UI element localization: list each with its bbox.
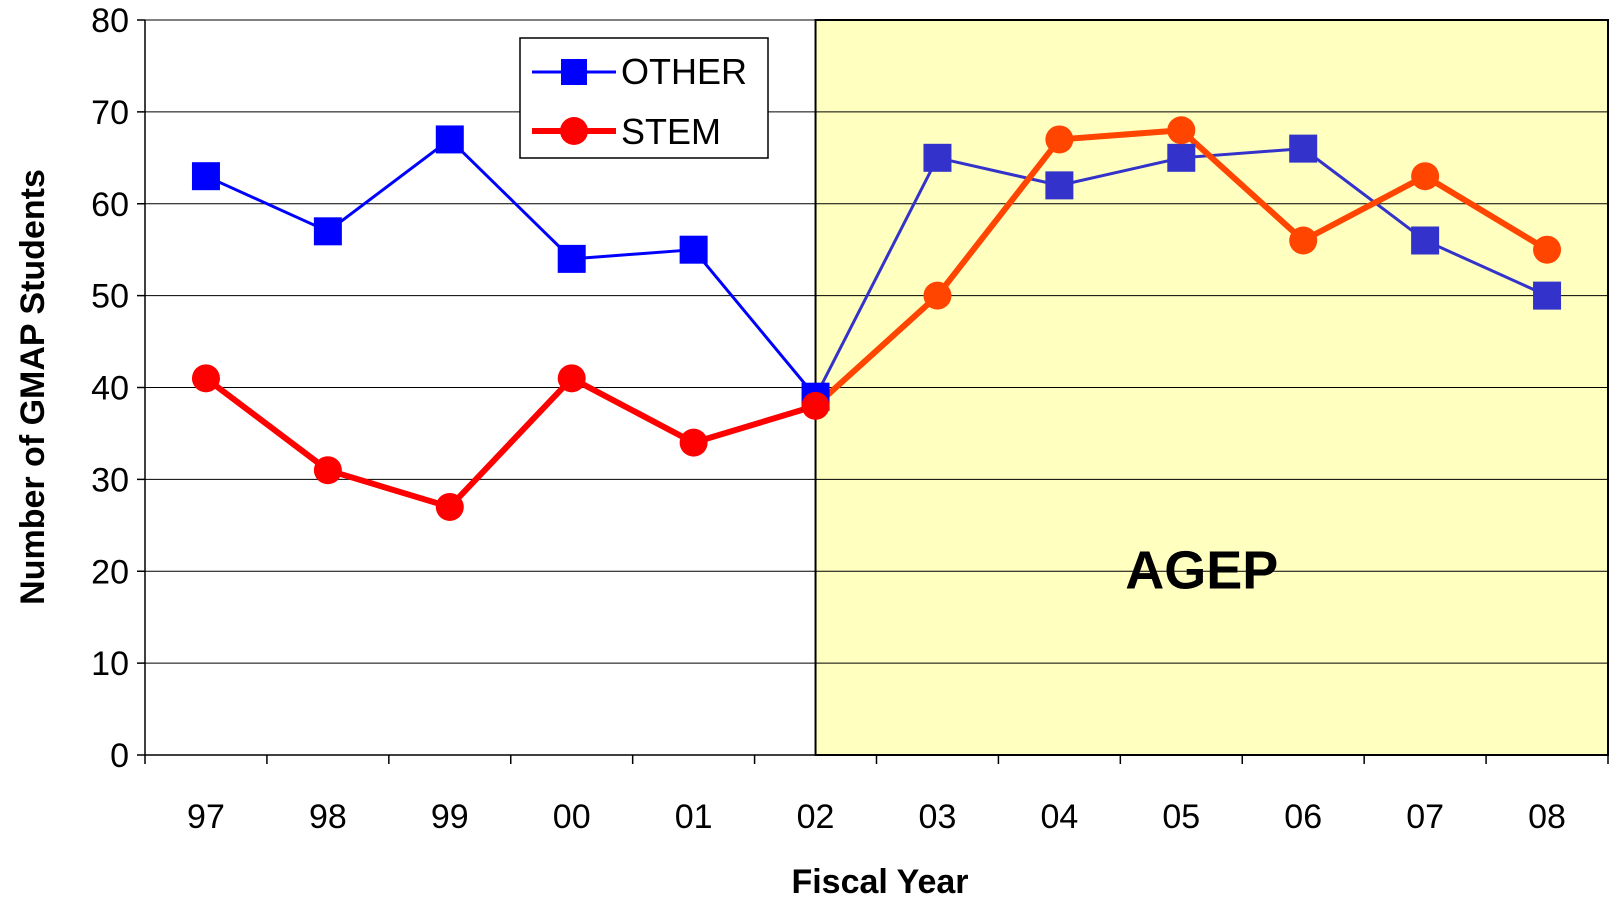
legend-stem-marker (560, 117, 588, 145)
x-tick-label: 03 (919, 798, 957, 836)
x-tick-label: 02 (797, 798, 835, 836)
stem-point (313, 456, 342, 485)
x-tick-label: 97 (187, 798, 225, 836)
other-point (435, 125, 464, 154)
series-layer (191, 116, 1562, 521)
stem-point (1533, 235, 1562, 264)
stem-point (557, 364, 586, 393)
y-tick-label: 80 (91, 2, 129, 40)
other-point (191, 162, 220, 191)
x-tick-labels: 97 98 99 00 01 02 03 04 05 06 07 08 (187, 798, 1566, 836)
agep-annotation: AGEP (1125, 540, 1278, 600)
stem-point (801, 391, 830, 420)
x-tick-label: 06 (1284, 798, 1322, 836)
other-point (1289, 134, 1318, 163)
x-tick-label: 05 (1162, 798, 1200, 836)
stem-point (435, 492, 464, 521)
y-tick-labels: 0 10 20 30 40 50 60 70 80 (91, 2, 129, 775)
other-point (1167, 143, 1196, 172)
legend-stem-label: STEM (621, 111, 721, 152)
y-tick-label: 0 (110, 737, 129, 775)
y-tick-label: 40 (91, 370, 129, 408)
x-tick-label: 98 (309, 798, 347, 836)
other-point (557, 244, 586, 273)
stem-point (923, 281, 952, 310)
series-other-line-pre-agep (205, 137, 817, 398)
stem-point (1045, 125, 1074, 154)
legend-box (519, 37, 769, 159)
x-tick-label: 01 (675, 798, 713, 836)
y-tick-label: 60 (91, 186, 129, 224)
x-tick-label: 07 (1406, 798, 1444, 836)
x-axis-title: Fiscal Year (791, 863, 968, 898)
stem-point (191, 364, 220, 393)
x-tick-label: 08 (1528, 798, 1566, 836)
legend-other-label: OTHER (621, 51, 747, 92)
stem-point (1411, 162, 1440, 191)
x-tick-label: 00 (553, 798, 591, 836)
y-tick-label: 70 (91, 94, 129, 132)
y-axis-title: Number of GMAP Students (14, 169, 52, 605)
y-tick-label: 50 (91, 278, 129, 316)
axes (137, 19, 1609, 764)
stem-point (1167, 116, 1196, 145)
y-tick-label: 20 (91, 553, 129, 591)
other-point (923, 143, 952, 172)
other-point (679, 235, 708, 264)
other-point (1045, 171, 1074, 200)
y-tick-label: 30 (91, 461, 129, 499)
gridlines (145, 19, 1608, 664)
other-point (313, 217, 342, 246)
x-tick-label: 04 (1040, 798, 1078, 836)
stem-point (679, 428, 708, 457)
x-tick-label: 99 (431, 798, 469, 836)
legend: OTHER STEM (519, 37, 769, 159)
other-point (1533, 281, 1562, 310)
series-stem-line-pre-agep (204, 375, 817, 510)
other-point (1411, 226, 1440, 255)
y-tick-label: 10 (91, 645, 129, 683)
stem-point (1289, 226, 1318, 255)
legend-other-marker (561, 59, 587, 85)
